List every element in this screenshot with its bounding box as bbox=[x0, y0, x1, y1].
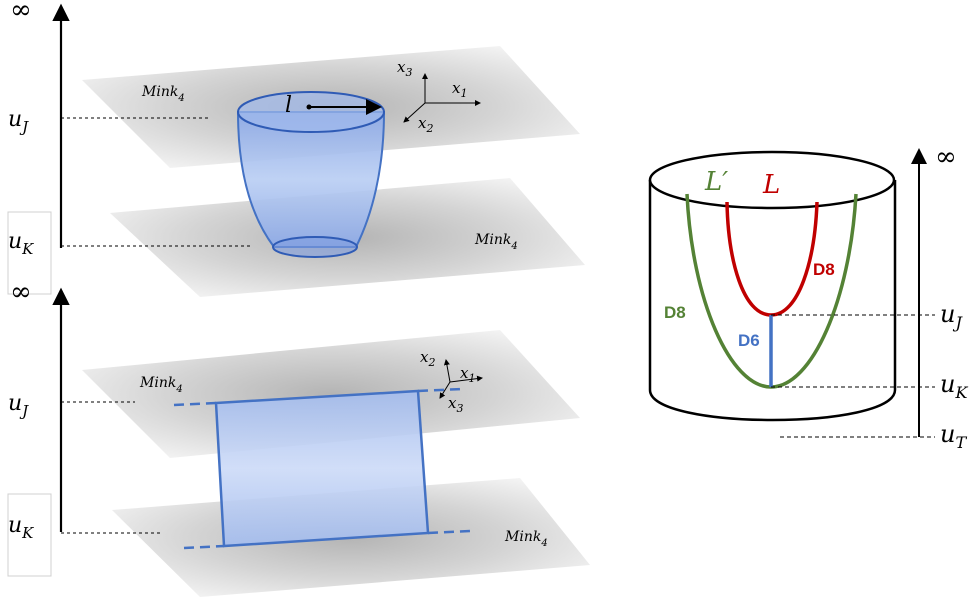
right-d8-inner-label: D8 bbox=[813, 260, 835, 279]
right-cylinder-bottom-edge bbox=[648, 389, 897, 422]
top-coordinate-axes: x3 x1 x2 bbox=[397, 58, 481, 135]
bottom-lower-right-extension bbox=[427, 529, 471, 535]
bottom-upper-plane bbox=[82, 330, 580, 458]
bottom-uj-label: uJ bbox=[8, 391, 29, 420]
top-cylinder-top bbox=[237, 91, 385, 133]
bottom-uk-box bbox=[7, 493, 52, 577]
top-axis-x3-label: x3 bbox=[397, 58, 412, 79]
right-uk-label: uK bbox=[940, 370, 968, 402]
bottom-uk-label: uK bbox=[8, 513, 34, 542]
bottom-upper-left-extension bbox=[173, 401, 217, 407]
top-uj-label: uJ bbox=[8, 107, 29, 136]
right-cylinder-top bbox=[648, 150, 896, 210]
bottom-axis-x3-label: x3 bbox=[448, 394, 463, 415]
right-panel: L′ L D8 D8 D6 ∞ uJ uK uT bbox=[648, 142, 968, 452]
right-loop-inner-label: L bbox=[762, 170, 780, 200]
bottom-lower-plane-label: Mink4 bbox=[504, 529, 548, 549]
right-infinity-label: ∞ bbox=[935, 142, 957, 172]
right-d8-inner-curve bbox=[725, 201, 819, 317]
top-axis-x2-label: x2 bbox=[418, 114, 433, 135]
top-uk-label: uK bbox=[8, 229, 34, 258]
right-uj-label: uJ bbox=[940, 300, 963, 332]
top-axis-x1-label: x1 bbox=[452, 79, 467, 100]
bottom-infinity-label: ∞ bbox=[10, 277, 32, 307]
bottom-lower-left-extension bbox=[183, 544, 225, 550]
bottom-coordinate-axes: x2 x1 x3 bbox=[420, 348, 483, 415]
right-d8-outer-label: D8 bbox=[664, 303, 686, 322]
top-length-label: l bbox=[285, 93, 292, 118]
bottom-upper-right-extension bbox=[417, 387, 463, 393]
bottom-rect-brane bbox=[214, 389, 430, 548]
right-d6-label: D6 bbox=[738, 331, 760, 350]
top-infinity-label: ∞ bbox=[10, 0, 32, 25]
top-upper-plane-label: Mink4 bbox=[141, 84, 185, 104]
right-ut-label: uT bbox=[940, 420, 967, 452]
bottom-axis-x1-label: x1 bbox=[460, 364, 475, 385]
top-cylinder-bottom bbox=[272, 236, 358, 258]
top-panel: ∞ Mink4 Mink4 uJ uK l bbox=[7, 0, 585, 297]
bottom-panel: ∞ Mink4 Mink4 uJ uK bbox=[7, 277, 590, 597]
top-lower-plane-label: Mink4 bbox=[474, 232, 518, 252]
top-uk-box bbox=[7, 211, 52, 295]
right-loop-outer-label: L′ bbox=[704, 167, 728, 197]
bottom-upper-plane-label: Mink4 bbox=[139, 375, 183, 395]
bottom-axis-x2-label: x2 bbox=[420, 348, 435, 369]
